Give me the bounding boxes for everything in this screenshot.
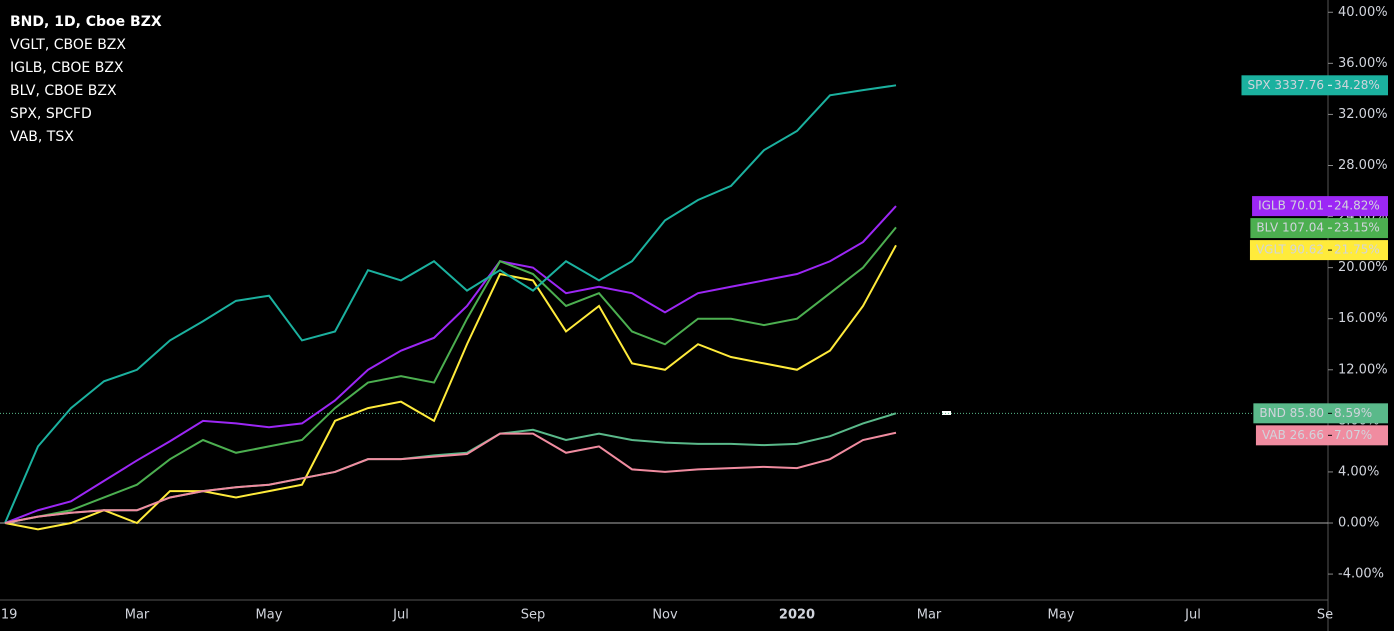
price-tag: SPX 3337.76 34.28% [1241, 75, 1388, 96]
x-tick-label: 019 [0, 608, 17, 623]
y-tick-label: 36.00% [1338, 56, 1388, 71]
price-tag-name: VGLT 90.62 [1256, 243, 1324, 257]
x-tick-label: May [256, 608, 283, 623]
x-tick-label: 2020 [779, 608, 815, 623]
series-line [4, 244, 897, 531]
legend-entry: VGLT, CBOE BZX [10, 37, 126, 53]
series-line [4, 205, 897, 524]
y-tick-label: 4.00% [1338, 464, 1379, 479]
series-line [4, 226, 897, 524]
x-tick-label: Jul [392, 608, 409, 623]
x-tick-label: May [1048, 608, 1075, 623]
legend-entry: BND, 1D, Cboe BZX [10, 14, 162, 30]
legend: BND, 1D, Cboe BZX VGLT, CBOE BZX IGLB, CBO… [10, 14, 162, 145]
legend-entry: IGLB, CBOE BZX [10, 60, 124, 76]
x-tick-label: Se [1317, 608, 1333, 623]
y-tick-label: 20.00% [1338, 260, 1388, 275]
legend-entry: BLV, CBOE BZX [10, 83, 117, 99]
price-tag: BND 85.80 8.59% [1253, 403, 1388, 424]
y-tick-label: 0.00% [1338, 516, 1379, 531]
price-tag: VAB 26.66 7.07% [1255, 425, 1388, 446]
x-tick-label: Jul [1184, 608, 1201, 623]
price-tag-bg [1249, 240, 1388, 261]
legend-entry: VAB, TSX [10, 129, 74, 145]
price-tag-bg [1252, 196, 1388, 217]
price-tag: BLV 107.04 23.15% [1250, 218, 1388, 239]
price-tag: IGLB 70.01 24.82% [1252, 196, 1388, 217]
plot [0, 84, 1328, 531]
price-tag-name: VAB 26.66 [1262, 428, 1324, 442]
price-tag-bg [1253, 403, 1388, 424]
price-tag-change: 21.75% [1334, 243, 1380, 257]
series-line [4, 431, 897, 524]
price-tag-name: BND 85.80 [1259, 406, 1324, 420]
y-tick-label: 12.00% [1338, 362, 1388, 377]
price-tag-change: 8.59% [1334, 406, 1372, 420]
price-tag-bg [1241, 75, 1388, 96]
price-tag-bg [1255, 425, 1388, 446]
price-tag-name: IGLB 70.01 [1258, 199, 1324, 213]
y-tick-label: 32.00% [1338, 107, 1388, 122]
x-tick-label: Sep [521, 608, 546, 623]
x-tick-label: Mar [917, 608, 942, 623]
price-tag-bg [1250, 218, 1388, 239]
price-tag-change: 23.15% [1334, 221, 1380, 235]
y-tick-label: 16.00% [1338, 311, 1388, 326]
series-line [4, 84, 897, 524]
price-tag: VGLT 90.62 21.75% [1249, 240, 1388, 261]
price-tag-name: BLV 107.04 [1256, 221, 1324, 235]
x-tick-label: Mar [125, 608, 150, 623]
x-tick-label: Nov [652, 608, 678, 623]
y-tick-label: 28.00% [1338, 158, 1388, 173]
price-tag-change: 24.82% [1334, 199, 1380, 213]
price-tag-name: SPX 3337.76 [1247, 78, 1324, 92]
price-tag-change: 34.28% [1334, 78, 1380, 92]
cursor-marker [942, 411, 951, 415]
y-tick-label: 40.00% [1338, 5, 1388, 20]
y-tick-label: -4.00% [1338, 567, 1384, 582]
price-tag-change: 7.07% [1334, 428, 1372, 442]
legend-entry: SPX, SPCFD [10, 106, 92, 122]
